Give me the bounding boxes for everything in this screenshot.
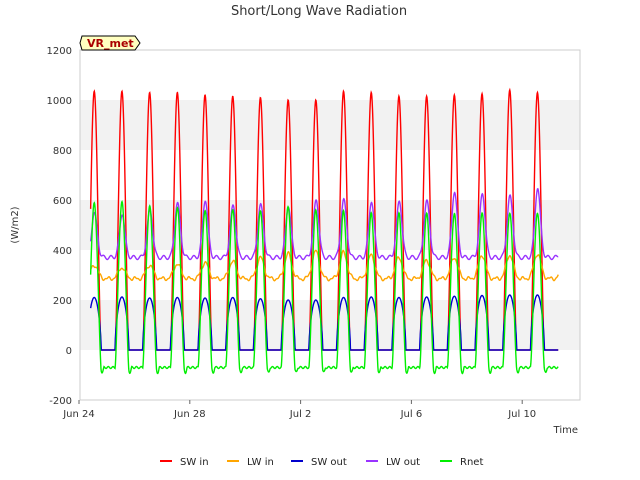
legend-label: SW out — [311, 457, 347, 468]
plot-band — [80, 50, 580, 100]
series-lines — [89, 87, 559, 375]
chart-title: Short/Long Wave Radiation — [231, 4, 407, 19]
y-axis-label: (W/m2) — [10, 206, 21, 243]
series-line-rnet — [89, 199, 559, 375]
plot-band — [80, 200, 580, 250]
y-tick-label: 200 — [53, 296, 72, 307]
x-axis-label: Time — [553, 425, 578, 436]
series-line-sw-out — [89, 294, 559, 351]
y-tick-label: 1200 — [47, 46, 72, 57]
plot-frame — [79, 49, 581, 401]
plot-band — [80, 100, 580, 150]
legend: SW in LW in SW out LW out Rnet — [160, 457, 483, 468]
y-tick-label: 1000 — [47, 96, 72, 107]
series-line-lw-out — [89, 187, 559, 261]
y-tick-label: 0 — [66, 346, 72, 357]
plot-band — [80, 350, 580, 400]
x-tick-label: Jul 6 — [400, 409, 423, 420]
y-axis-ticks: -200 0 200 400 600 800 1000 1200 — [47, 46, 72, 407]
y-tick-label: 600 — [53, 196, 72, 207]
legend-label: LW in — [247, 457, 274, 468]
legend-label: LW out — [386, 457, 420, 468]
x-tick-label: Jul 2 — [289, 409, 312, 420]
x-axis-ticks: Jun 24 Jun 28 Jul 2 Jul 6 Jul 10 — [62, 400, 536, 420]
series-line-lw-in — [89, 249, 559, 282]
plot-band — [80, 250, 580, 300]
site-badge: VR_met — [79, 35, 141, 51]
legend-label: SW in — [180, 457, 209, 468]
site-badge-label: VR_met — [87, 37, 134, 50]
plot-band — [80, 150, 580, 200]
x-tick-label: Jun 28 — [173, 409, 206, 420]
y-tick-label: 400 — [53, 246, 72, 257]
x-tick-label: Jun 24 — [62, 409, 95, 420]
y-tick-label: 800 — [53, 146, 72, 157]
plot-background-bands — [80, 50, 580, 400]
y-tick-label: -200 — [49, 396, 72, 407]
legend-label: Rnet — [460, 457, 483, 468]
x-tick-label: Jul 10 — [507, 409, 536, 420]
plot-band — [80, 300, 580, 350]
